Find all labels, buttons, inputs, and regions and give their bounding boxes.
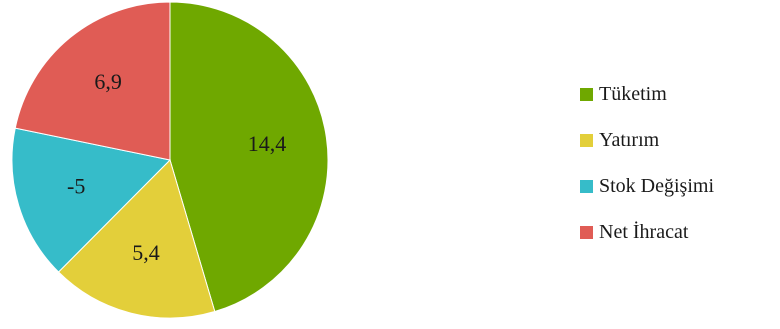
pie-slice-yatirim (57, 159, 216, 319)
pie-label-stok-degisimi: -5 (67, 173, 85, 198)
pie-slice-tuketim (169, 1, 329, 313)
legend-swatch-stok-degisimi (580, 179, 593, 193)
legend-swatch-yatirim (580, 133, 593, 147)
pie-label-yatirim: 5,4 (132, 240, 160, 265)
legend-item-net-ihracat: Net İhracat (580, 216, 714, 248)
legend-swatch-net-ihracat (580, 225, 593, 239)
legend-item-stok-degisimi: Stok Değişimi (580, 170, 714, 202)
legend-label-yatirim: Yatırım (599, 128, 660, 151)
pie-slice-net-ihracat (14, 1, 171, 161)
legend-item-yatirim: Yatırım (580, 124, 714, 156)
pie-slice-stok-degisimi (11, 127, 172, 273)
pie-label-tuketim: 14,4 (248, 131, 287, 156)
legend-label-stok-degisimi: Stok Değişimi (599, 174, 715, 197)
legend-item-tuketim: Tüketim (580, 78, 714, 110)
legend-swatch-tuketim (580, 87, 593, 101)
legend-label-net-ihracat: Net İhracat (599, 220, 689, 243)
legend-label-tuketim: Tüketim (599, 82, 667, 105)
chart-legend: Tüketim Yatırım Stok Değişimi Net İhraca… (580, 78, 714, 248)
pie-label-net-ihracat: 6,9 (94, 69, 122, 94)
